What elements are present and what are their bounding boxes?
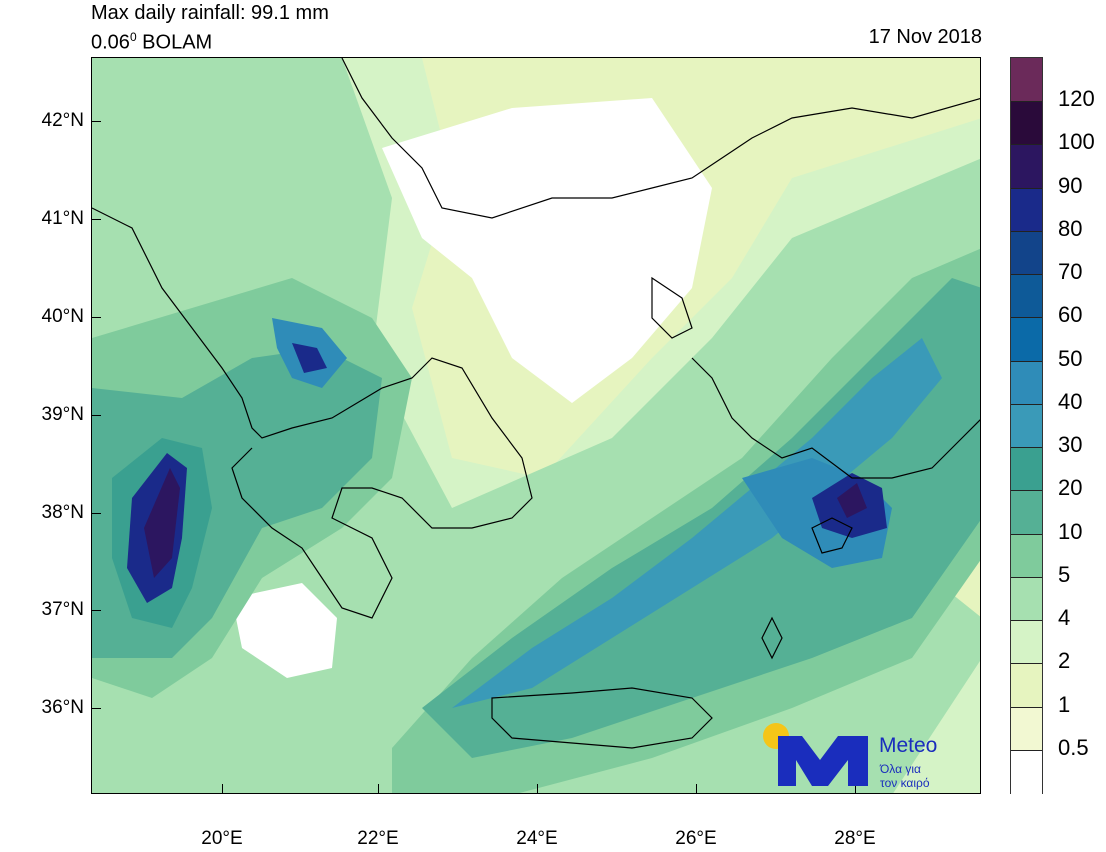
legend-swatch	[1011, 274, 1042, 319]
legend-label: 120	[1058, 86, 1095, 112]
logo-tagline-2: τον καιρό	[880, 776, 930, 790]
legend-swatch	[1011, 144, 1042, 190]
lon-label-24: 24°E	[516, 828, 558, 849]
legend-label: 90	[1058, 172, 1083, 198]
lon-label-26: 26°E	[675, 828, 717, 849]
map-title: Max daily rainfall: 99.1 mm	[91, 2, 329, 24]
lat-tick	[91, 317, 101, 318]
legend-swatch	[1011, 706, 1042, 752]
lat-tick	[91, 219, 101, 220]
lon-tick	[855, 784, 856, 794]
legend-swatch	[1011, 533, 1042, 579]
model-label: 0.060 BOLAM	[91, 30, 213, 54]
legend-swatch	[1011, 230, 1042, 276]
legend-swatch	[1011, 360, 1042, 406]
legend-label: 30	[1058, 432, 1083, 458]
lat-label-39: 39°N	[41, 404, 84, 425]
lon-tick	[222, 784, 223, 794]
m-letter-icon	[778, 736, 868, 786]
lat-tick	[91, 415, 101, 416]
legend-label: 100	[1058, 129, 1095, 155]
rainfall-map	[91, 57, 981, 794]
legend-swatch	[1011, 58, 1042, 102]
legend-swatch	[1011, 576, 1042, 622]
lat-label-41: 41°N	[41, 208, 84, 229]
lat-tick	[91, 513, 101, 514]
legend-label: 4	[1058, 605, 1071, 631]
meteo-logo-mark	[763, 723, 868, 786]
legend-swatch	[1011, 490, 1042, 536]
legend-label: 50	[1058, 345, 1083, 371]
legend-swatch	[1011, 749, 1042, 795]
color-legend	[1010, 57, 1043, 795]
lat-label-37: 37°N	[41, 599, 84, 620]
legend-swatch	[1011, 663, 1042, 709]
lon-tick	[537, 784, 538, 794]
lat-label-36: 36°N	[41, 697, 84, 718]
legend-swatch	[1011, 101, 1042, 146]
lat-label-38: 38°N	[41, 502, 84, 523]
legend-label: 10	[1058, 518, 1083, 544]
legend-label: 1	[1058, 691, 1071, 717]
legend-label: 0.5	[1058, 734, 1089, 760]
lon-label-28: 28°E	[834, 828, 876, 849]
lat-label-42: 42°N	[41, 110, 84, 131]
legend-swatch	[1011, 620, 1042, 665]
logo-brand: Meteo	[879, 734, 938, 757]
lon-label-22: 22°E	[357, 828, 399, 849]
lat-tick	[91, 121, 101, 122]
legend-swatch	[1011, 187, 1042, 233]
lat-tick	[91, 708, 101, 709]
rainfall-map-svg	[92, 58, 980, 793]
legend-label: 5	[1058, 561, 1071, 587]
lat-label-40: 40°N	[41, 306, 84, 327]
lon-label-20: 20°E	[201, 828, 243, 849]
logo-tagline-1: Όλα για	[880, 762, 921, 776]
legend-swatch	[1011, 317, 1042, 363]
legend-label: 80	[1058, 215, 1083, 241]
legend-label: 2	[1058, 648, 1071, 674]
forecast-date: 17 Nov 2018	[868, 26, 982, 48]
legend-label: 70	[1058, 259, 1083, 285]
lat-tick	[91, 610, 101, 611]
lon-tick	[696, 784, 697, 794]
lon-tick	[378, 784, 379, 794]
legend-swatch	[1011, 447, 1042, 492]
legend-label: 40	[1058, 388, 1083, 414]
meteo-logo: Meteo Όλα για τον καιρό	[762, 718, 962, 790]
legend-label: 20	[1058, 475, 1083, 501]
legend-swatch	[1011, 403, 1042, 449]
legend-label: 60	[1058, 302, 1083, 328]
